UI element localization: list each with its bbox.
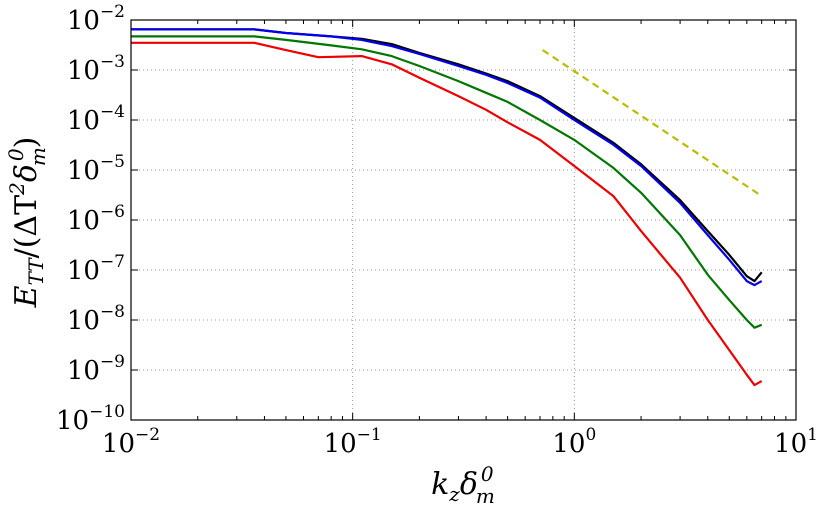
x-axis-label: kzδm0 xyxy=(431,462,495,508)
series-line-reference-slope xyxy=(542,49,763,198)
y-tick-label: 10−8 xyxy=(67,302,125,336)
y-tick-label: 10−7 xyxy=(67,252,125,286)
x-tick-label: 100 xyxy=(552,425,596,459)
y-tick-label: 10−2 xyxy=(67,2,125,36)
y-tick-label: 10−4 xyxy=(67,102,125,136)
y-tick-label: 10−3 xyxy=(67,52,125,86)
y-axis-label: ETT/(ΔT2δm0) xyxy=(4,137,50,309)
series-line-black xyxy=(131,28,763,283)
x-tick-label: 101 xyxy=(774,425,818,459)
series-line-green xyxy=(131,35,763,329)
x-tick-label: 10−2 xyxy=(102,425,160,459)
x-tick-label: 10−1 xyxy=(324,425,382,459)
series-line-red xyxy=(131,41,763,387)
tick-label-layer: 10−2 10−1 100 101 10−10 10−9 10−8 10−7 10−6 10−5 1… xyxy=(56,2,818,459)
series-layer xyxy=(131,28,763,387)
y-tick-label: 10−9 xyxy=(67,352,125,386)
y-tick-label: 10−6 xyxy=(67,202,125,236)
y-tick-label: 10−5 xyxy=(67,152,125,186)
grid-layer xyxy=(131,20,796,420)
series-line-blue xyxy=(131,28,763,287)
tick-layer xyxy=(130,19,797,421)
y-tick-label: 10−10 xyxy=(56,402,125,436)
